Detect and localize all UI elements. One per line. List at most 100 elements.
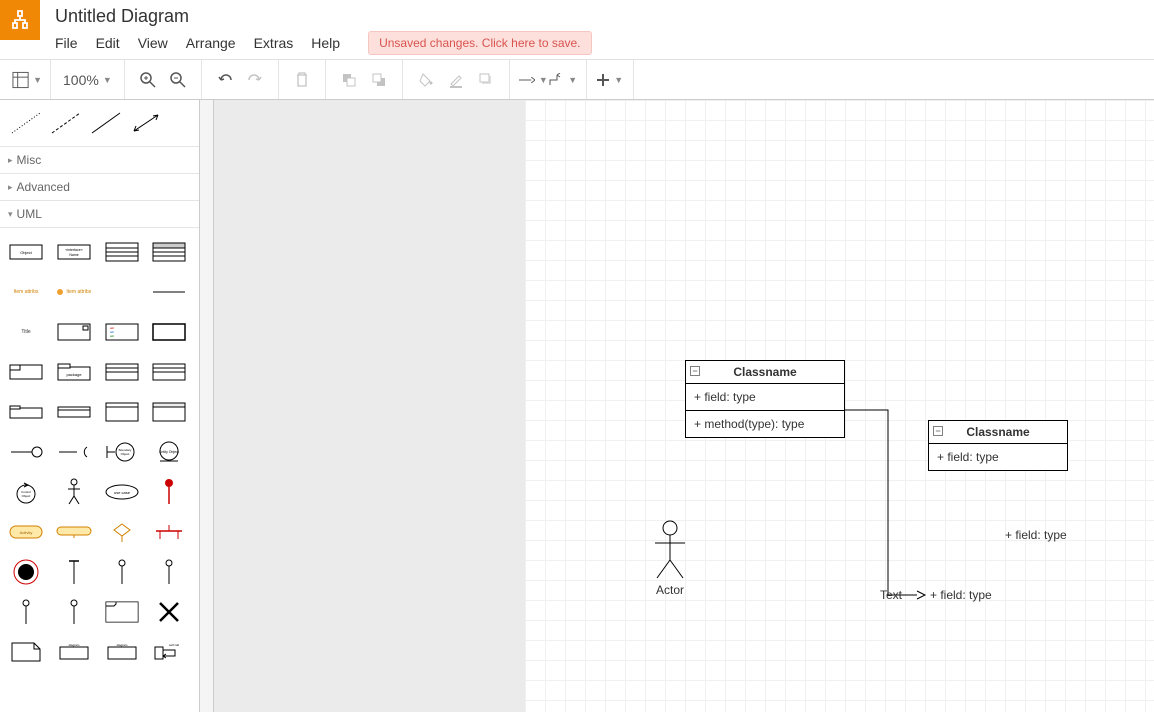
section-uml[interactable]: UML: [0, 201, 199, 228]
shape-class-detail[interactable]: [102, 354, 142, 390]
svg-text:package: package: [66, 372, 82, 377]
zoom-level[interactable]: 100%▼: [59, 72, 116, 88]
shape-destroy[interactable]: [149, 594, 189, 630]
shape-object[interactable]: Object: [6, 234, 46, 270]
shape-item-3[interactable]: [102, 274, 142, 310]
shape-pin-hollow-1[interactable]: [102, 554, 142, 590]
shape-control[interactable]: ControlObject: [6, 474, 46, 510]
app-logo[interactable]: [0, 0, 40, 40]
connection-button[interactable]: ▼: [518, 65, 548, 95]
shape-double-arrow[interactable]: [126, 108, 166, 138]
menu-extras[interactable]: Extras: [254, 31, 304, 55]
uml-class-1-header[interactable]: − Classname: [686, 361, 844, 384]
collapse-icon[interactable]: −: [690, 366, 700, 376]
uml-class-2-field[interactable]: + field: type: [929, 444, 1067, 470]
to-back-button[interactable]: [364, 65, 394, 95]
zoom-in-button[interactable]: [133, 65, 163, 95]
undo-button[interactable]: [210, 65, 240, 95]
line-color-button[interactable]: [441, 65, 471, 95]
collapse-icon[interactable]: −: [933, 426, 943, 436]
shape-decision[interactable]: [102, 514, 142, 550]
uml-class-1-field[interactable]: + field: type: [686, 384, 844, 411]
svg-text:Activity: Activity: [20, 530, 33, 535]
shape-item-attribs-2[interactable]: Item attribs: [54, 274, 94, 310]
uml-actor[interactable]: Actor: [650, 520, 690, 597]
uml-class-1[interactable]: − Classname + field: type + method(type)…: [685, 360, 845, 438]
ruler-vertical: [200, 100, 214, 712]
section-advanced[interactable]: Advanced: [0, 174, 199, 201]
uml-class-2[interactable]: − Classname + field: type: [928, 420, 1068, 471]
shape-diagram-2[interactable]: diagram: [102, 634, 142, 670]
shape-boundary[interactable]: BoundaryObject: [102, 434, 142, 470]
shape-actor[interactable]: [54, 474, 94, 510]
menu-file[interactable]: File: [55, 31, 88, 55]
menu-help[interactable]: Help: [311, 31, 350, 55]
shape-activity-long[interactable]: [54, 514, 94, 550]
shape-dashed-line[interactable]: [46, 108, 86, 138]
to-front-button[interactable]: [334, 65, 364, 95]
waypoints-button[interactable]: ▼: [548, 65, 578, 95]
menu-arrange[interactable]: Arrange: [186, 31, 246, 55]
shape-activity[interactable]: Activity: [6, 514, 46, 550]
shape-lollipop[interactable]: [6, 434, 46, 470]
shape-title[interactable]: Title: [6, 314, 46, 350]
shape-class-colored[interactable]: attrattrattr: [102, 314, 142, 350]
shape-interface[interactable]: «interface»Name: [54, 234, 94, 270]
uml-class-1-title: Classname: [733, 365, 796, 379]
shape-entity[interactable]: Entity Object: [149, 434, 189, 470]
shape-frame[interactable]: [102, 594, 142, 630]
save-notice[interactable]: Unsaved changes. Click here to save.: [368, 31, 591, 55]
shape-self-call[interactable]: self call: [149, 634, 189, 670]
redo-button[interactable]: [240, 65, 270, 95]
shape-class-3-sections[interactable]: [102, 234, 142, 270]
doc-title[interactable]: Untitled Diagram: [55, 0, 592, 31]
shape-component[interactable]: [54, 314, 94, 350]
shape-item-attribs[interactable]: Item attribs: [6, 274, 46, 310]
zoom-out-button[interactable]: [163, 65, 193, 95]
shape-class-detail-2[interactable]: [149, 354, 189, 390]
svg-text:attr: attr: [110, 334, 114, 338]
line-shapes-row: [0, 100, 199, 147]
shape-class-divider[interactable]: [149, 234, 189, 270]
shape-rect-tab[interactable]: [6, 394, 46, 430]
canvas-page[interactable]: − Classname + field: type + method(type)…: [525, 100, 1154, 712]
floating-field-1[interactable]: + field: type: [1005, 528, 1067, 542]
shape-required-interface[interactable]: [54, 434, 94, 470]
canvas-wrap: − Classname + field: type + method(type)…: [200, 100, 1154, 712]
shape-fork-red[interactable]: [149, 514, 189, 550]
shadow-button[interactable]: [471, 65, 501, 95]
shape-solid-line[interactable]: [86, 108, 126, 138]
sidebar: Misc Advanced UML Object «interface»Name…: [0, 100, 200, 712]
canvas-gray-area[interactable]: − Classname + field: type + method(type)…: [214, 100, 1154, 712]
floating-field-2[interactable]: + field: type: [930, 588, 992, 602]
shape-divider-line[interactable]: [149, 274, 189, 310]
shape-package[interactable]: package: [54, 354, 94, 390]
shape-block[interactable]: [6, 354, 46, 390]
shape-pin-hollow-4[interactable]: [54, 594, 94, 630]
shape-pin-red[interactable]: [149, 474, 189, 510]
connector-label[interactable]: Text: [880, 588, 902, 602]
shape-rect-thick[interactable]: [149, 314, 189, 350]
shape-diagram-1[interactable]: diagram: [54, 634, 94, 670]
uml-class-1-method[interactable]: + method(type): type: [686, 411, 844, 437]
shape-class-list[interactable]: [102, 394, 142, 430]
shape-dotted-line[interactable]: [6, 108, 46, 138]
view-grid-button[interactable]: ▼: [12, 65, 42, 95]
shape-t-bar[interactable]: [54, 554, 94, 590]
shape-rect-small[interactable]: [54, 394, 94, 430]
shape-class-list-2[interactable]: [149, 394, 189, 430]
insert-button[interactable]: ▼: [595, 65, 625, 95]
uml-class-2-header[interactable]: − Classname: [929, 421, 1067, 444]
shape-usecase[interactable]: use case: [102, 474, 142, 510]
section-misc[interactable]: Misc: [0, 147, 199, 174]
menu-view[interactable]: View: [138, 31, 178, 55]
delete-button[interactable]: [287, 65, 317, 95]
shape-pin-hollow-2[interactable]: [149, 554, 189, 590]
shape-note[interactable]: [6, 634, 46, 670]
fill-color-button[interactable]: [411, 65, 441, 95]
menu-edit[interactable]: Edit: [96, 31, 130, 55]
shape-state-initial[interactable]: [6, 554, 46, 590]
svg-text:Name: Name: [69, 253, 78, 257]
shape-pin-hollow-3[interactable]: [6, 594, 46, 630]
menubar: File Edit View Arrange Extras Help Unsav…: [55, 31, 592, 55]
